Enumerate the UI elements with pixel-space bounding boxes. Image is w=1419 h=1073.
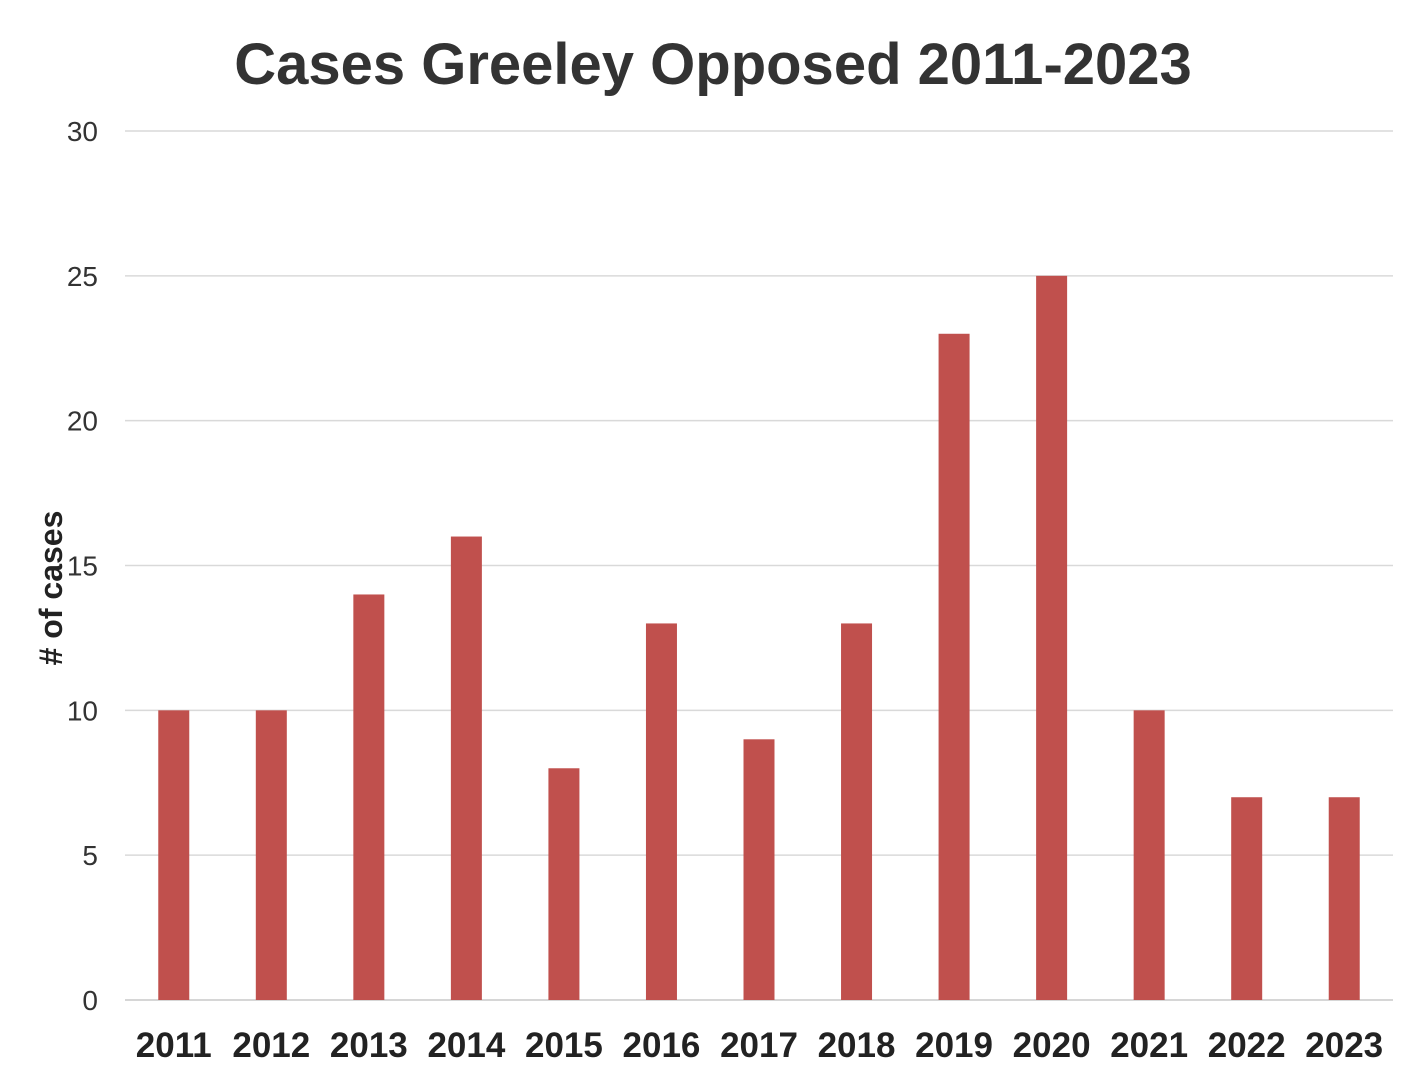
y-tick-label: 0 [82, 985, 98, 1016]
bar-2015 [548, 768, 580, 1000]
bar-2016 [645, 623, 677, 1000]
bar-2022 [1231, 797, 1263, 1000]
x-tick-label: 2021 [1110, 1026, 1188, 1065]
bar-2013 [353, 594, 385, 1000]
x-tick-label: 2023 [1305, 1026, 1383, 1065]
y-tick-label: 25 [67, 261, 98, 292]
bar-2020 [1036, 275, 1068, 1000]
bar-2021 [1133, 710, 1165, 1000]
bar-2023 [1328, 797, 1360, 1000]
bars [158, 275, 1360, 1000]
x-tick-label: 2012 [232, 1026, 310, 1065]
bar-2017 [743, 739, 775, 1000]
x-tick-label: 2016 [623, 1026, 701, 1065]
bar-2012 [255, 710, 287, 1000]
x-axis-ticks: 2011 2012 2013 2014 2015 2016 2017 2018 2019 2020… [136, 1026, 1383, 1065]
bar-2011 [158, 710, 190, 1000]
x-tick-label: 2019 [915, 1026, 993, 1065]
y-tick-label: 15 [67, 551, 98, 582]
chart-title: Cases Greeley Opposed 2011-2023 [234, 32, 1192, 97]
x-tick-label: 2013 [330, 1026, 408, 1065]
x-tick-label: 2015 [525, 1026, 603, 1065]
x-tick-label: 2014 [427, 1026, 505, 1065]
y-axis-label: # of cases [33, 511, 69, 666]
y-tick-label: 10 [67, 695, 98, 726]
bar-2018 [841, 623, 873, 1000]
x-tick-label: 2020 [1013, 1026, 1091, 1065]
bar-2019 [938, 333, 970, 1000]
y-tick-label: 20 [67, 406, 98, 437]
x-tick-label: 2022 [1208, 1026, 1286, 1065]
x-tick-label: 2018 [818, 1026, 896, 1065]
y-tick-label: 30 [67, 116, 98, 147]
x-tick-label: 2011 [136, 1026, 212, 1065]
y-axis-ticks: 0 5 10 15 20 25 30 [67, 116, 98, 1016]
y-tick-label: 5 [82, 840, 98, 871]
bar-2014 [450, 536, 482, 1000]
gridlines [125, 130, 1393, 1001]
x-tick-label: 2017 [720, 1026, 798, 1065]
